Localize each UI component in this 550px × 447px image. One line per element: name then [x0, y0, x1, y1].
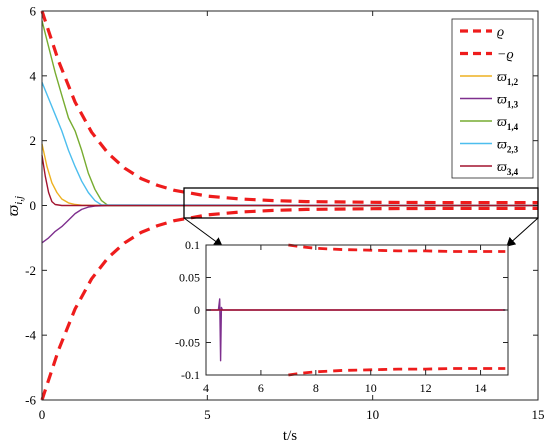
legend-label: ϖ1,3	[497, 93, 519, 110]
inset-xtick-label: 8	[313, 381, 319, 395]
main-ytick-label: 6	[30, 4, 37, 19]
main-ytick-label: -6	[25, 393, 36, 408]
inset-ytick-label: -0.1	[181, 368, 200, 382]
inset-ytick-label: 0.1	[185, 238, 200, 252]
inset-xtick-label: 6	[258, 381, 264, 395]
x-axis-label: t/s	[283, 428, 297, 444]
inset-ytick-label: 0.05	[179, 271, 200, 285]
inset-ytick-label: -0.05	[175, 336, 200, 350]
main-series-4	[41, 20, 538, 207]
legend: ϱ −ϱ ϖ1,2 ϖ1,3 ϖ1,4 ϖ2,3 ϖ3,4	[451, 18, 534, 179]
main-xtick-label: 0	[39, 407, 46, 422]
main-series-6	[41, 155, 538, 207]
inset-ticks: 4 6 8 10 12 14 -0.1 -0.05 0 0.05 0.1	[175, 238, 508, 395]
inset-series-1	[288, 367, 506, 377]
inset-xtick-label: 4	[203, 381, 209, 395]
inset-xtick-label: 14	[475, 381, 487, 395]
inset-plot: 4 6 8 10 12 14 -0.1 -0.05 0 0.05 0.1	[175, 238, 509, 395]
main-xtick-label: 10	[366, 407, 379, 422]
main-ytick-label: -4	[25, 328, 36, 343]
zoom-arrow-right	[506, 217, 539, 247]
main-series-1	[40, 206, 538, 401]
zoom-arrow-left	[183, 217, 223, 247]
main-series-group	[40, 10, 539, 401]
legend-label: ϖ1,4	[497, 115, 519, 132]
legend-label: ϱ	[497, 25, 504, 40]
main-plot: 0 5 10 15 -6 -4 -2 0 2 4 6 t/s ϖi,j	[5, 4, 545, 444]
zoom-region-box	[183, 187, 539, 219]
main-xtick-label: 5	[204, 407, 211, 422]
main-ytick-label: 4	[30, 68, 37, 83]
main-ytick-label: -2	[25, 263, 36, 278]
inset-ytick-label: 0	[194, 303, 200, 317]
inset-series-group	[206, 243, 506, 377]
legend-label: ϖ2,3	[497, 138, 519, 155]
main-xtick-label: 15	[532, 407, 545, 422]
inset-series-0	[288, 243, 506, 253]
legend-label: ϖ3,4	[497, 160, 519, 177]
main-ytick-label: 0	[30, 198, 37, 213]
main-series-5	[41, 82, 539, 207]
main-ticks: 0 5 10 15 -6 -4 -2 0 2 4 6	[25, 4, 544, 422]
legend-label: −ϱ	[497, 48, 514, 63]
inset-xtick-label: 10	[365, 381, 377, 395]
legend-label: ϖ1,2	[497, 70, 519, 87]
main-ytick-label: 2	[30, 133, 37, 148]
y-axis-label: ϖi,j	[5, 196, 25, 216]
inset-xtick-label: 12	[420, 381, 432, 395]
main-series-0	[40, 10, 538, 205]
